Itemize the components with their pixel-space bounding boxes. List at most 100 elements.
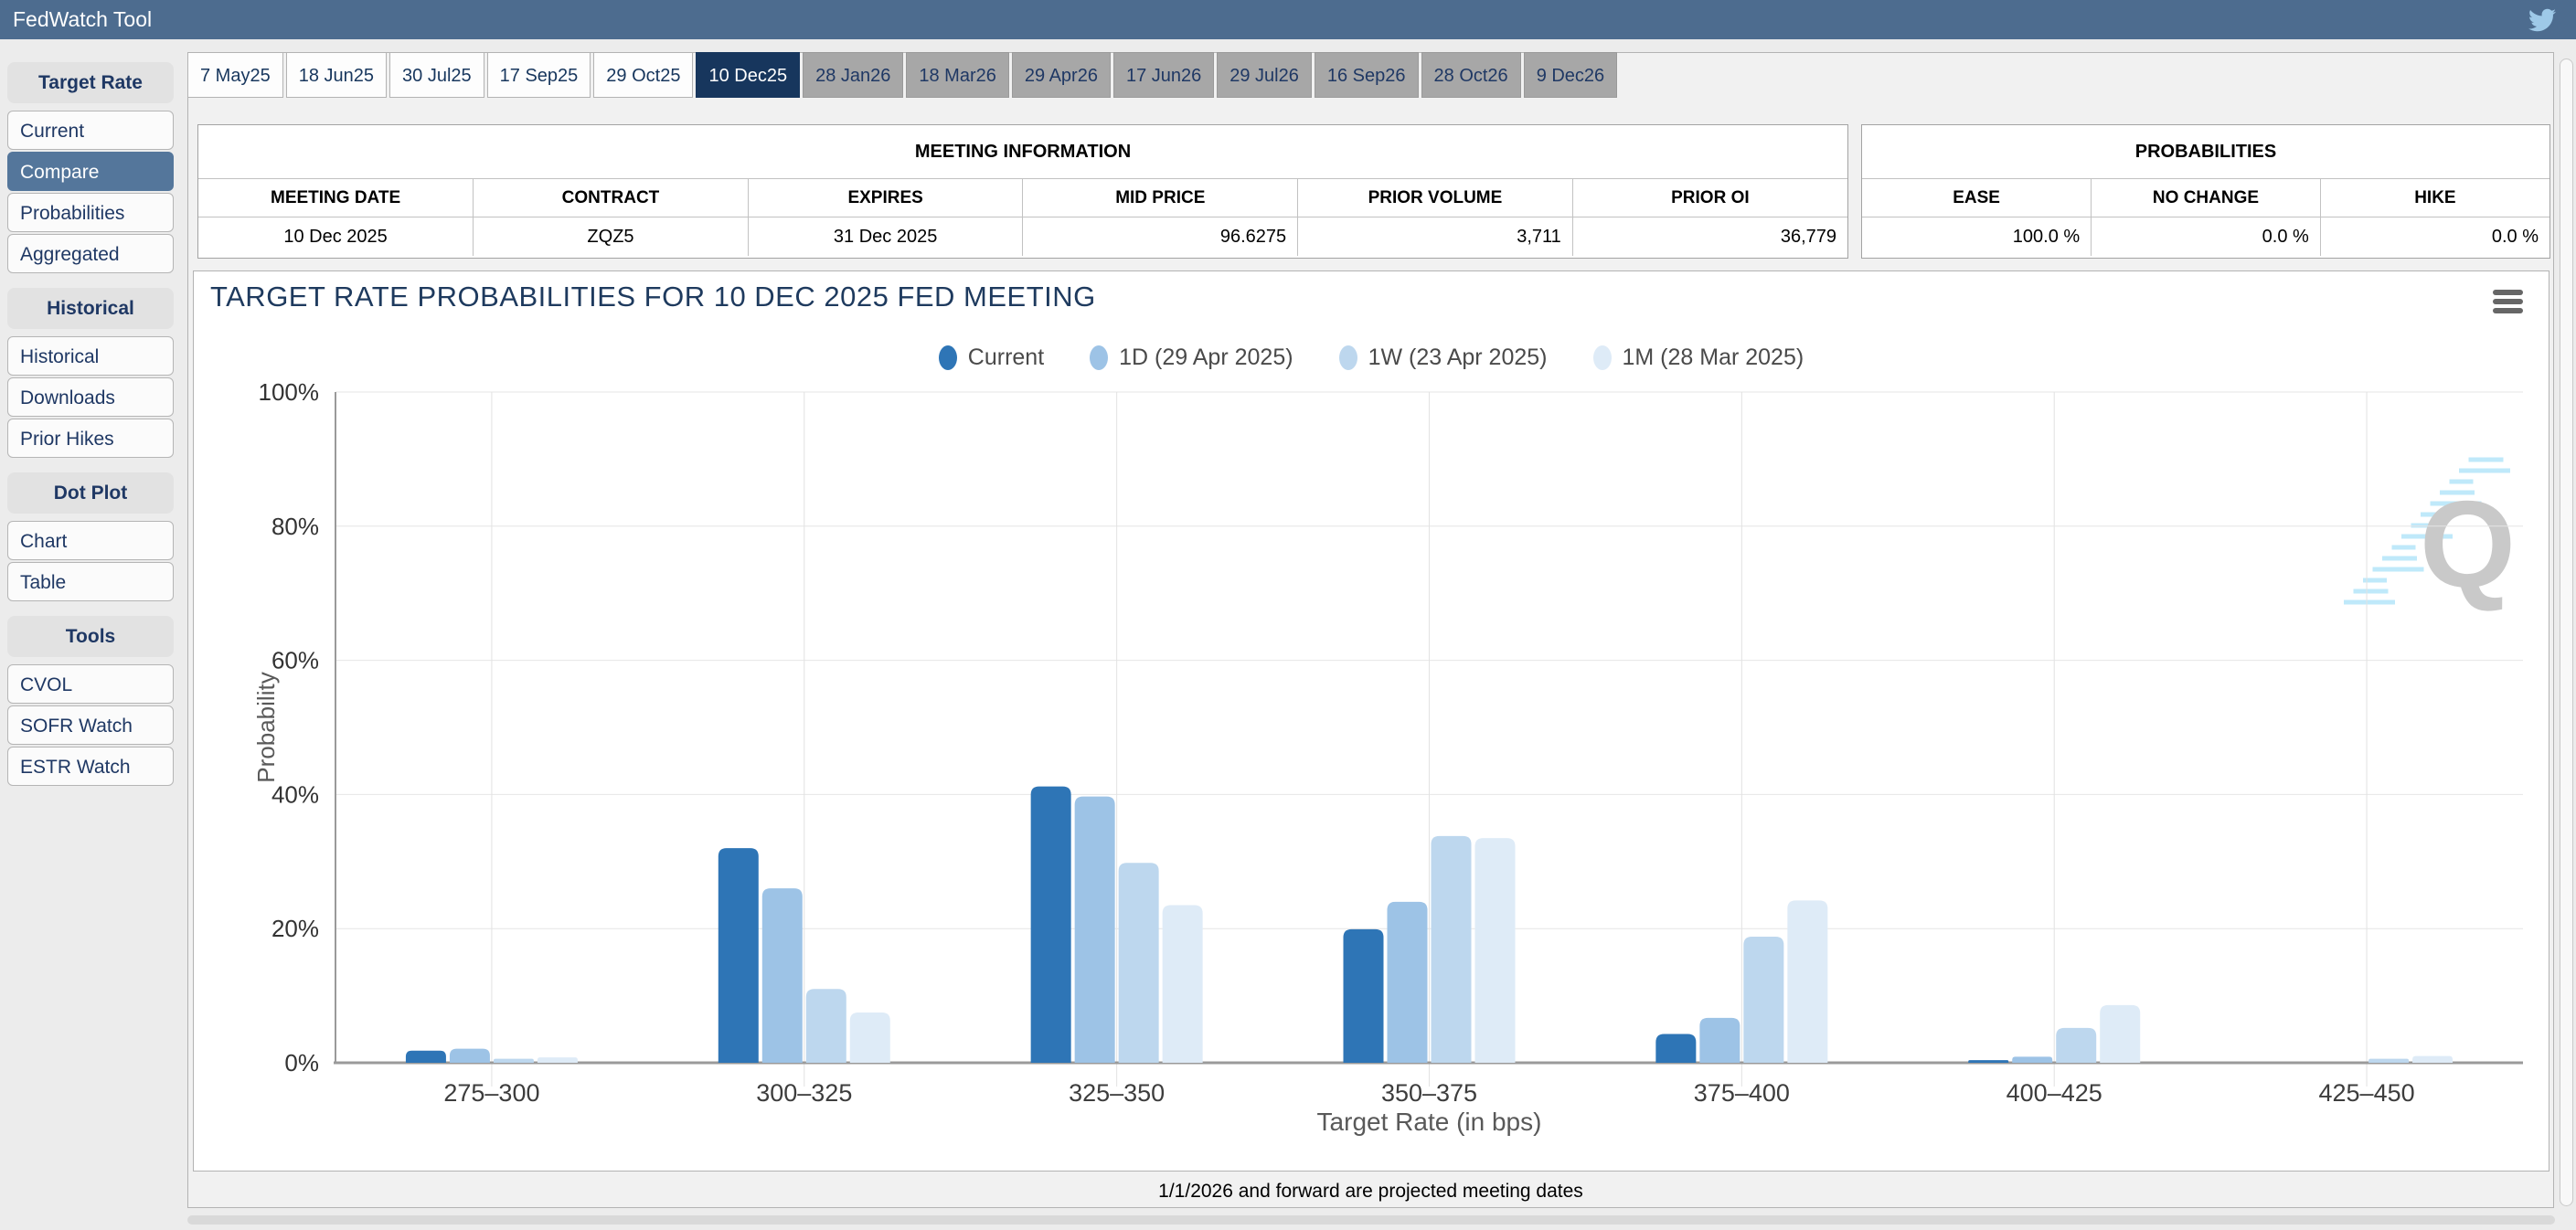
meeting-tab-9-dec26[interactable]: 9 Dec26 — [1523, 52, 1618, 98]
bar-current-300–325[interactable] — [718, 848, 759, 1063]
column-header: EXPIRES — [748, 178, 1024, 217]
legend-item-current[interactable]: Current — [938, 345, 1044, 371]
chart-menu-button[interactable] — [2493, 286, 2523, 317]
table-row: 10 Dec 2025 ZQZ5 31 Dec 2025 96.6275 3,711 36… — [198, 217, 1847, 256]
bar-1d-375–400[interactable] — [1699, 1017, 1740, 1063]
sidebar-item-current[interactable]: Current — [7, 111, 174, 150]
bar-current-350–375[interactable] — [1343, 928, 1384, 1063]
sidebar-item-chart[interactable]: Chart — [7, 521, 174, 560]
bar-1w-350–375[interactable] — [1431, 835, 1472, 1063]
bar-1m-350–375[interactable] — [1474, 838, 1516, 1063]
bar-1d-400–425[interactable] — [2012, 1056, 2053, 1063]
table-cell: 10 Dec 2025 — [198, 217, 474, 256]
meeting-info-table: MEETING INFORMATION MEETING DATE CONTRACT… — [197, 124, 1848, 259]
column-header: PRIOR VOLUME — [1297, 178, 1573, 217]
table-cell: 31 Dec 2025 — [748, 217, 1024, 256]
sidebar: Target Rate Current Compare Probabilities Ag… — [7, 62, 174, 788]
meeting-tab-29-jul26[interactable]: 29 Jul26 — [1217, 52, 1312, 98]
table-cell: 36,779 — [1780, 226, 1836, 247]
sidebar-item-downloads[interactable]: Downloads — [7, 377, 174, 417]
horizontal-scrollbar[interactable] — [187, 1215, 2555, 1225]
legend-item-1d[interactable]: 1D (29 Apr 2025) — [1090, 345, 1293, 371]
bar-1m-325–350[interactable] — [1162, 905, 1203, 1063]
legend-item-1w[interactable]: 1W (23 Apr 2025) — [1338, 345, 1548, 371]
legend-label: 1W (23 Apr 2025) — [1368, 345, 1548, 370]
x-category-label: 275–300 — [443, 1079, 539, 1107]
sidebar-section-dot-plot: Dot Plot — [7, 472, 174, 514]
legend-marker-icon — [1338, 345, 1357, 370]
sidebar-item-probabilities[interactable]: Probabilities — [7, 193, 174, 232]
y-tick-label: 20% — [271, 915, 319, 942]
column-header: MID PRICE — [1022, 178, 1299, 217]
column-header: NO CHANGE — [2091, 178, 2321, 217]
bar-1w-425–450[interactable] — [2368, 1058, 2410, 1063]
meeting-tab-7-may25[interactable]: 7 May25 — [187, 52, 283, 98]
bar-1m-425–450[interactable] — [2412, 1055, 2454, 1063]
probabilities-title: PROBABILITIES — [2134, 142, 2277, 162]
meeting-tab-18-jun25[interactable]: 18 Jun25 — [285, 52, 388, 98]
legend-marker-icon — [1090, 345, 1109, 370]
x-axis-title: Target Rate (in bps) — [1317, 1108, 1542, 1136]
bar-1m-400–425[interactable] — [2100, 1004, 2141, 1063]
bar-current-375–400[interactable] — [1655, 1034, 1697, 1063]
vertical-scrollbar[interactable] — [2560, 58, 2573, 1206]
sidebar-item-compare[interactable]: Compare — [7, 152, 174, 191]
y-tick-label: 100% — [259, 378, 320, 406]
sidebar-section-historical: Historical — [7, 288, 174, 329]
bar-1w-325–350[interactable] — [1118, 863, 1159, 1063]
meeting-tab-17-sep25[interactable]: 17 Sep25 — [486, 52, 591, 98]
y-axis-title: Probability — [252, 672, 280, 782]
table-cell: 96.6275 — [1022, 217, 1299, 256]
bar-1d-275–300[interactable] — [449, 1048, 490, 1063]
meeting-tab-17-jun26[interactable]: 17 Jun26 — [1112, 52, 1215, 98]
sidebar-item-sofr-watch[interactable]: SOFR Watch — [7, 705, 174, 745]
bar-1d-350–375[interactable] — [1387, 901, 1428, 1063]
bar-1w-400–425[interactable] — [2056, 1027, 2097, 1063]
bar-1d-325–350[interactable] — [1074, 796, 1115, 1063]
sidebar-item-cvol[interactable]: CVOL — [7, 664, 174, 704]
meeting-tab-28-jan26[interactable]: 28 Jan26 — [803, 52, 904, 98]
bar-1m-300–325[interactable] — [849, 1012, 890, 1063]
bar-1w-300–325[interactable] — [805, 989, 846, 1063]
y-tick-label: 80% — [271, 513, 319, 540]
x-category-label: 350–375 — [1381, 1079, 1477, 1107]
sidebar-item-prior-hikes[interactable]: Prior Hikes — [7, 419, 174, 458]
table-cell: 0.0 % — [2091, 217, 2321, 256]
bar-1w-275–300[interactable] — [493, 1058, 534, 1063]
column-header: EASE — [1862, 178, 2092, 217]
meeting-tab-29-apr26[interactable]: 29 Apr26 — [1011, 52, 1111, 98]
sidebar-item-aggregated[interactable]: Aggregated — [7, 234, 174, 273]
x-category-label: 425–450 — [2319, 1079, 2415, 1107]
y-tick-label: 40% — [271, 780, 319, 808]
meeting-tab-18-mar26[interactable]: 18 Mar26 — [906, 52, 1009, 98]
meeting-tab-28-oct26[interactable]: 28 Oct26 — [1421, 52, 1521, 98]
meeting-info-title: MEETING INFORMATION — [914, 142, 1132, 162]
meeting-tab-10-dec25[interactable]: 10 Dec25 — [696, 52, 801, 98]
bar-1m-275–300[interactable] — [537, 1057, 578, 1063]
legend-marker-icon — [938, 345, 957, 370]
meeting-tab-16-sep26[interactable]: 16 Sep26 — [1314, 52, 1419, 98]
meeting-tab-29-oct25[interactable]: 29 Oct25 — [593, 52, 694, 98]
table-cell: ZQZ5 — [473, 217, 749, 256]
sidebar-item-estr-watch[interactable]: ESTR Watch — [7, 747, 174, 786]
table-cell: 0.0 % — [2491, 226, 2539, 247]
bar-1d-300–325[interactable] — [761, 888, 803, 1063]
chart-panel: TARGET RATE PROBABILITIES FOR 10 DEC 202… — [193, 270, 2549, 1172]
bar-current-400–425[interactable] — [1968, 1060, 2009, 1063]
column-header: MEETING DATE — [198, 178, 474, 217]
chart-title: TARGET RATE PROBABILITIES FOR 10 DEC 202… — [210, 281, 1096, 313]
sidebar-item-historical[interactable]: Historical — [7, 336, 174, 376]
legend-marker-icon — [1592, 345, 1612, 370]
probabilities-grid: EASE NO CHANGE HIKE 100.0 % 0.0 % 0.0 % — [1862, 178, 2549, 256]
bar-current-325–350[interactable] — [1030, 786, 1071, 1063]
x-category-label: 400–425 — [2007, 1079, 2102, 1107]
twitter-icon[interactable] — [2528, 6, 2557, 34]
bar-current-275–300[interactable] — [405, 1050, 446, 1063]
meeting-tab-30-jul25[interactable]: 30 Jul25 — [389, 52, 484, 98]
legend-label: 1M (28 Mar 2025) — [1622, 345, 1804, 370]
bar-1w-375–400[interactable] — [1743, 937, 1784, 1063]
legend-item-1m[interactable]: 1M (28 Mar 2025) — [1592, 345, 1804, 371]
bar-1m-375–400[interactable] — [1787, 900, 1828, 1063]
probability-bar-chart: Q 0% 20% 40% 60% 80% 100% 275–300 300–325 325–350… — [252, 378, 2523, 1136]
sidebar-item-table[interactable]: Table — [7, 562, 174, 601]
